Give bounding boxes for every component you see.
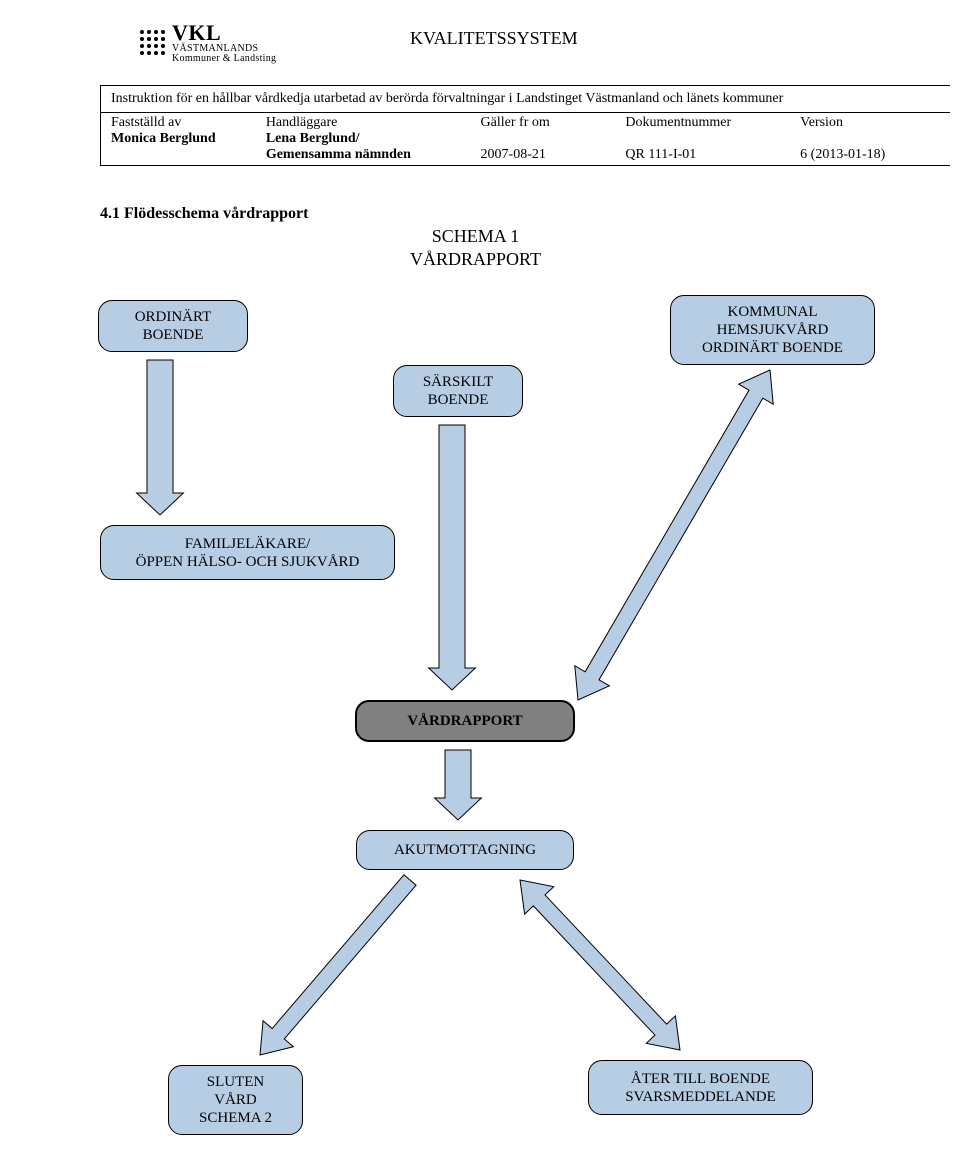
instruction-row: Instruktion för en hållbar vårdkedja uta… bbox=[101, 86, 950, 113]
schema-title-2: VÅRDRAPPORT bbox=[410, 249, 541, 269]
hdr-c: Gäller fr om bbox=[481, 115, 606, 131]
node-sluten: SLUTENVÅRDSCHEMA 2 bbox=[168, 1065, 303, 1135]
node-familje: FAMILJELÄKARE/ÖPPEN HÄLSO- OCH SJUKVÅRD bbox=[100, 525, 395, 580]
val-c: 2007-08-21 bbox=[481, 147, 606, 163]
logo-sub2: Kommuner & Landsting bbox=[172, 54, 276, 64]
section-heading: 4.1 Flödesschema vårdrapport bbox=[100, 205, 308, 223]
node-ater: ÅTER TILL BOENDESVARSMEDDELANDE bbox=[588, 1060, 813, 1115]
node-vardrapport: VÅRDRAPPORT bbox=[355, 700, 575, 742]
node-sarskilt: SÄRSKILTBOENDE bbox=[393, 365, 523, 417]
logo-main: VKL bbox=[172, 22, 276, 44]
page-root: VKL VÄSTMANLANDS Kommuner & Landsting KV… bbox=[0, 0, 960, 1159]
page-title: KVALITETSSYSTEM bbox=[410, 28, 578, 49]
logo-dots-icon bbox=[140, 30, 166, 56]
val-b2: Gemensamma nämnden bbox=[266, 147, 461, 163]
node-ordinart: ORDINÄRTBOENDE bbox=[98, 300, 248, 352]
info-body: Fastställd av Monica Berglund Handläggar… bbox=[101, 113, 950, 165]
logo: VKL VÄSTMANLANDS Kommuner & Landsting bbox=[140, 22, 276, 64]
hdr-e: Version bbox=[800, 115, 940, 131]
val-a: Monica Berglund bbox=[111, 131, 246, 147]
instruction-text: Instruktion för en hållbar vårdkedja uta… bbox=[111, 91, 783, 107]
col-e: Version 6 (2013-01-18) bbox=[790, 113, 950, 165]
schema-title-1: SCHEMA 1 bbox=[432, 226, 520, 246]
info-table: Instruktion för en hållbar vårdkedja uta… bbox=[100, 85, 950, 166]
logo-text: VKL VÄSTMANLANDS Kommuner & Landsting bbox=[172, 22, 276, 64]
val-d: QR 111-I-01 bbox=[625, 147, 780, 163]
hdr-b: Handläggare bbox=[266, 115, 461, 131]
col-b: Handläggare Lena Berglund/ Gemensamma nä… bbox=[256, 113, 471, 165]
schema-title: SCHEMA 1 VÅRDRAPPORT bbox=[410, 225, 541, 272]
val-e: 6 (2013-01-18) bbox=[800, 147, 940, 163]
node-akut: AKUTMOTTAGNING bbox=[356, 830, 574, 870]
hdr-d: Dokumentnummer bbox=[625, 115, 780, 131]
hdr-a: Fastställd av bbox=[111, 115, 246, 131]
col-d: Dokumentnummer QR 111-I-01 bbox=[615, 113, 790, 165]
col-c: Gäller fr om 2007-08-21 bbox=[471, 113, 616, 165]
val-b1: Lena Berglund/ bbox=[266, 131, 461, 147]
col-a: Fastställd av Monica Berglund bbox=[101, 113, 256, 165]
node-kommunal: KOMMUNALHEMSJUKVÅRDORDINÄRT BOENDE bbox=[670, 295, 875, 365]
